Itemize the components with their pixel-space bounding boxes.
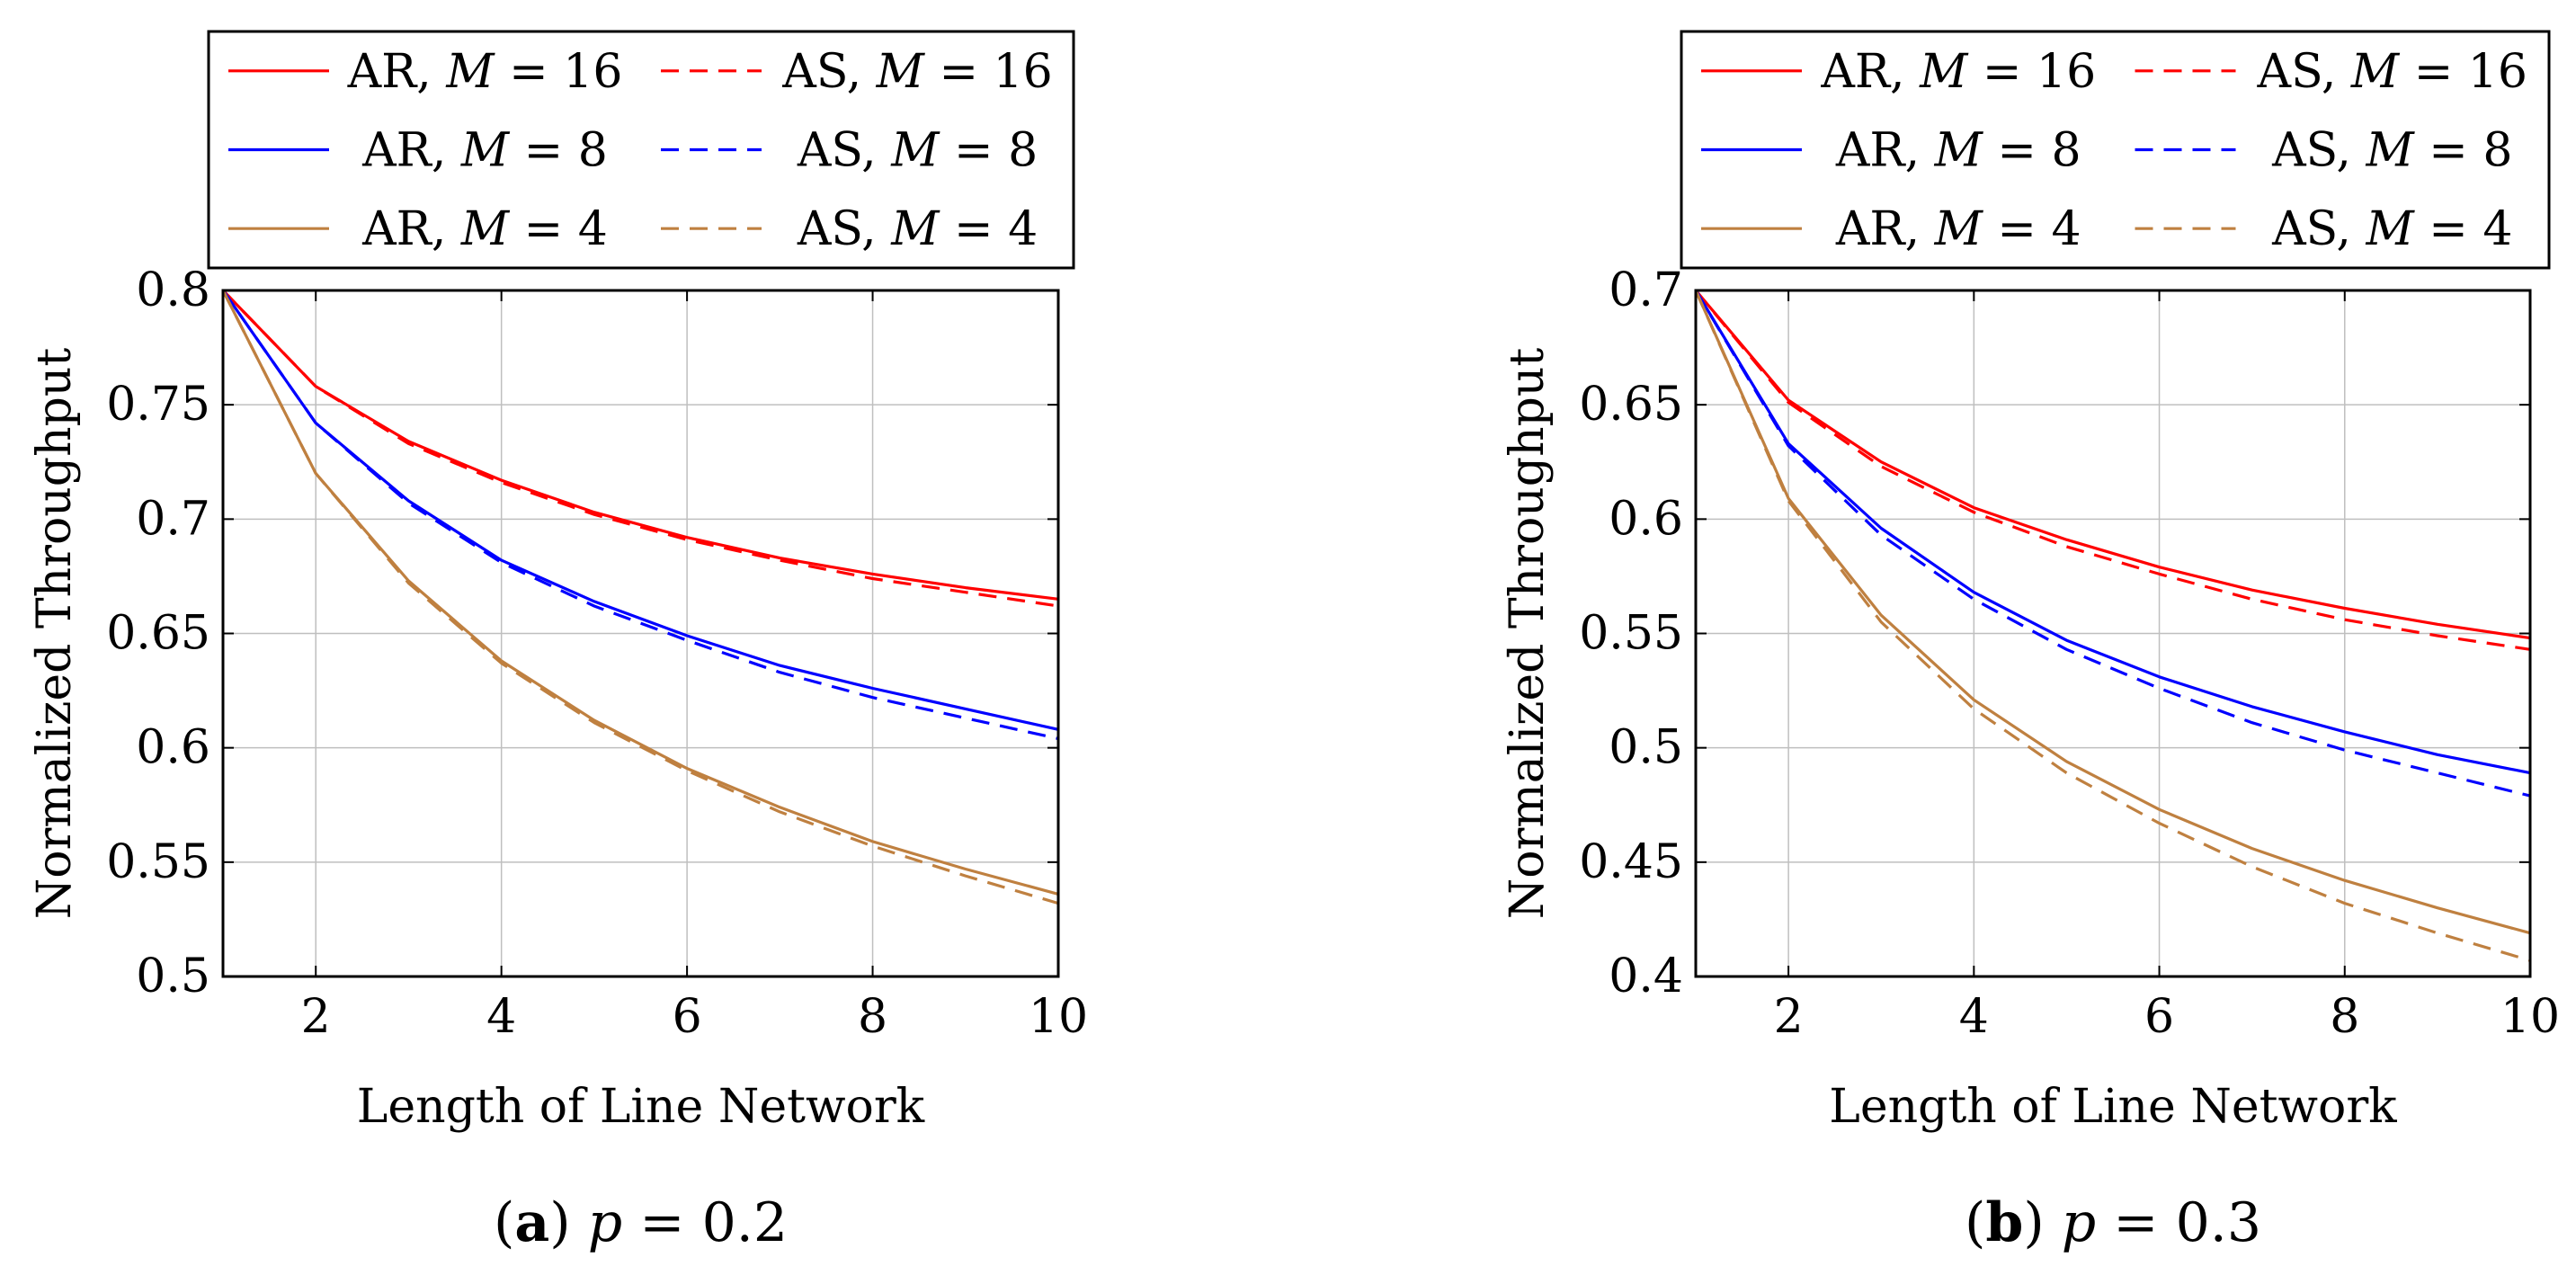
y-tick-label: 0.8 — [136, 263, 210, 317]
legend-label: AS, M = 8 — [2271, 124, 2512, 178]
plot-frame — [1694, 289, 2532, 978]
legend-item-as-m8: AS, M = 8 — [2135, 124, 2512, 178]
y-tick-label: 0.6 — [136, 721, 210, 775]
x-tick-label: 8 — [2330, 990, 2359, 1044]
legend-item-as-m4: AS, M = 4 — [661, 202, 1038, 256]
x-tick-label: 10 — [1029, 990, 1088, 1044]
legend-item-ar-m16: AR, M = 16 — [1701, 45, 2096, 99]
series-line-ar-m8 — [1694, 290, 2531, 775]
y-tick-label: 0.45 — [1579, 835, 1683, 889]
chart-b: 0.4 0.45 0.5 0.55 0.6 0.65 0.7 2 4 6 8 10 Length of … — [1501, 30, 2560, 1254]
x-tick-label: 8 — [858, 990, 887, 1044]
legend-label: AR, M = 8 — [1835, 124, 2081, 178]
legend-box — [207, 30, 1075, 270]
legend: AR, M = 16 AS, M = 16 AR, M = 8 AS, M = 8 AR… — [1680, 30, 2551, 270]
y-tick-label: 0.55 — [106, 835, 210, 889]
series-line-ar-m4 — [221, 290, 1059, 896]
y-axis-label: Normalized Throughput — [28, 348, 82, 920]
y-tick-label: 0.4 — [1609, 950, 1683, 1003]
x-tick-label: 4 — [486, 990, 516, 1044]
plot-frame — [221, 289, 1060, 978]
y-tick-label: 0.55 — [1579, 607, 1683, 661]
y-tick-label: 0.7 — [136, 492, 210, 546]
legend-box — [1680, 30, 2551, 270]
x-tick-label: 2 — [1774, 990, 1804, 1044]
legend-label: AS, M = 8 — [797, 124, 1038, 178]
legend-item-as-m8: AS, M = 8 — [661, 124, 1038, 178]
subfigure-caption: (a) p = 0.2 — [494, 1191, 788, 1254]
x-tick-label: 2 — [301, 990, 331, 1044]
series-line-as-m16 — [221, 289, 1059, 608]
series-line-ar-m8 — [221, 290, 1059, 731]
chart-a: 0.5 0.55 0.6 0.65 0.7 0.75 0.8 2 4 6 8 10 Length of … — [28, 30, 1088, 1254]
series-line-as-m8 — [221, 290, 1059, 741]
legend-label: AS, M = 4 — [797, 202, 1038, 256]
legend-label: AS, M = 4 — [2271, 202, 2512, 256]
legend-label: AR, M = 8 — [361, 124, 608, 178]
legend-item-ar-m8: AR, M = 8 — [1701, 124, 2081, 178]
legend: AR, M = 16 AS, M = 16 AR, M = 8 AS, M = 8 AR… — [207, 30, 1075, 270]
x-tick-label: 6 — [2144, 990, 2174, 1044]
y-tick-label: 0.6 — [1609, 492, 1683, 546]
legend-item-ar-m4: AR, M = 4 — [228, 202, 608, 256]
series-line-ar-m16 — [1694, 289, 2531, 640]
subfigure-caption: (b) p = 0.3 — [1965, 1191, 2261, 1254]
series-line-as-m4 — [221, 290, 1059, 905]
legend-label: AR, M = 16 — [347, 45, 623, 99]
series-line-as-m4 — [1694, 290, 2531, 962]
y-tick-label: 0.7 — [1609, 263, 1683, 317]
legend-item-as-m16: AS, M = 16 — [661, 45, 1053, 99]
y-tick-label: 0.75 — [106, 378, 210, 432]
x-tick-label: 4 — [1959, 990, 1989, 1044]
legend-item-as-m4: AS, M = 4 — [2135, 202, 2512, 256]
series-line-as-m16 — [1694, 289, 2531, 651]
series-line-ar-m16 — [221, 289, 1059, 601]
series-line-as-m8 — [1694, 290, 2531, 798]
x-axis-label: Length of Line Network — [1829, 1080, 2397, 1134]
legend-label: AR, M = 4 — [361, 202, 608, 256]
y-tick-label: 0.65 — [106, 607, 210, 661]
legend-item-as-m16: AS, M = 16 — [2135, 45, 2527, 99]
legend-item-ar-m4: AR, M = 4 — [1701, 202, 2081, 256]
legend-label: AR, M = 4 — [1835, 202, 2081, 256]
legend-item-ar-m16: AR, M = 16 — [228, 45, 622, 99]
y-tick-label: 0.5 — [1609, 721, 1683, 775]
y-axis-label: Normalized Throughput — [1501, 348, 1555, 920]
legend-label: AS, M = 16 — [2257, 45, 2527, 99]
x-tick-label: 6 — [673, 990, 702, 1044]
x-axis-label: Length of Line Network — [357, 1080, 925, 1134]
y-tick-label: 0.5 — [136, 950, 210, 1003]
legend-label: AS, M = 16 — [781, 45, 1052, 99]
series-line-ar-m4 — [1694, 290, 2531, 935]
legend-label: AR, M = 16 — [1820, 45, 2096, 99]
x-tick-label: 10 — [2500, 990, 2560, 1044]
legend-item-ar-m8: AR, M = 8 — [228, 124, 608, 178]
y-tick-label: 0.65 — [1579, 378, 1683, 432]
